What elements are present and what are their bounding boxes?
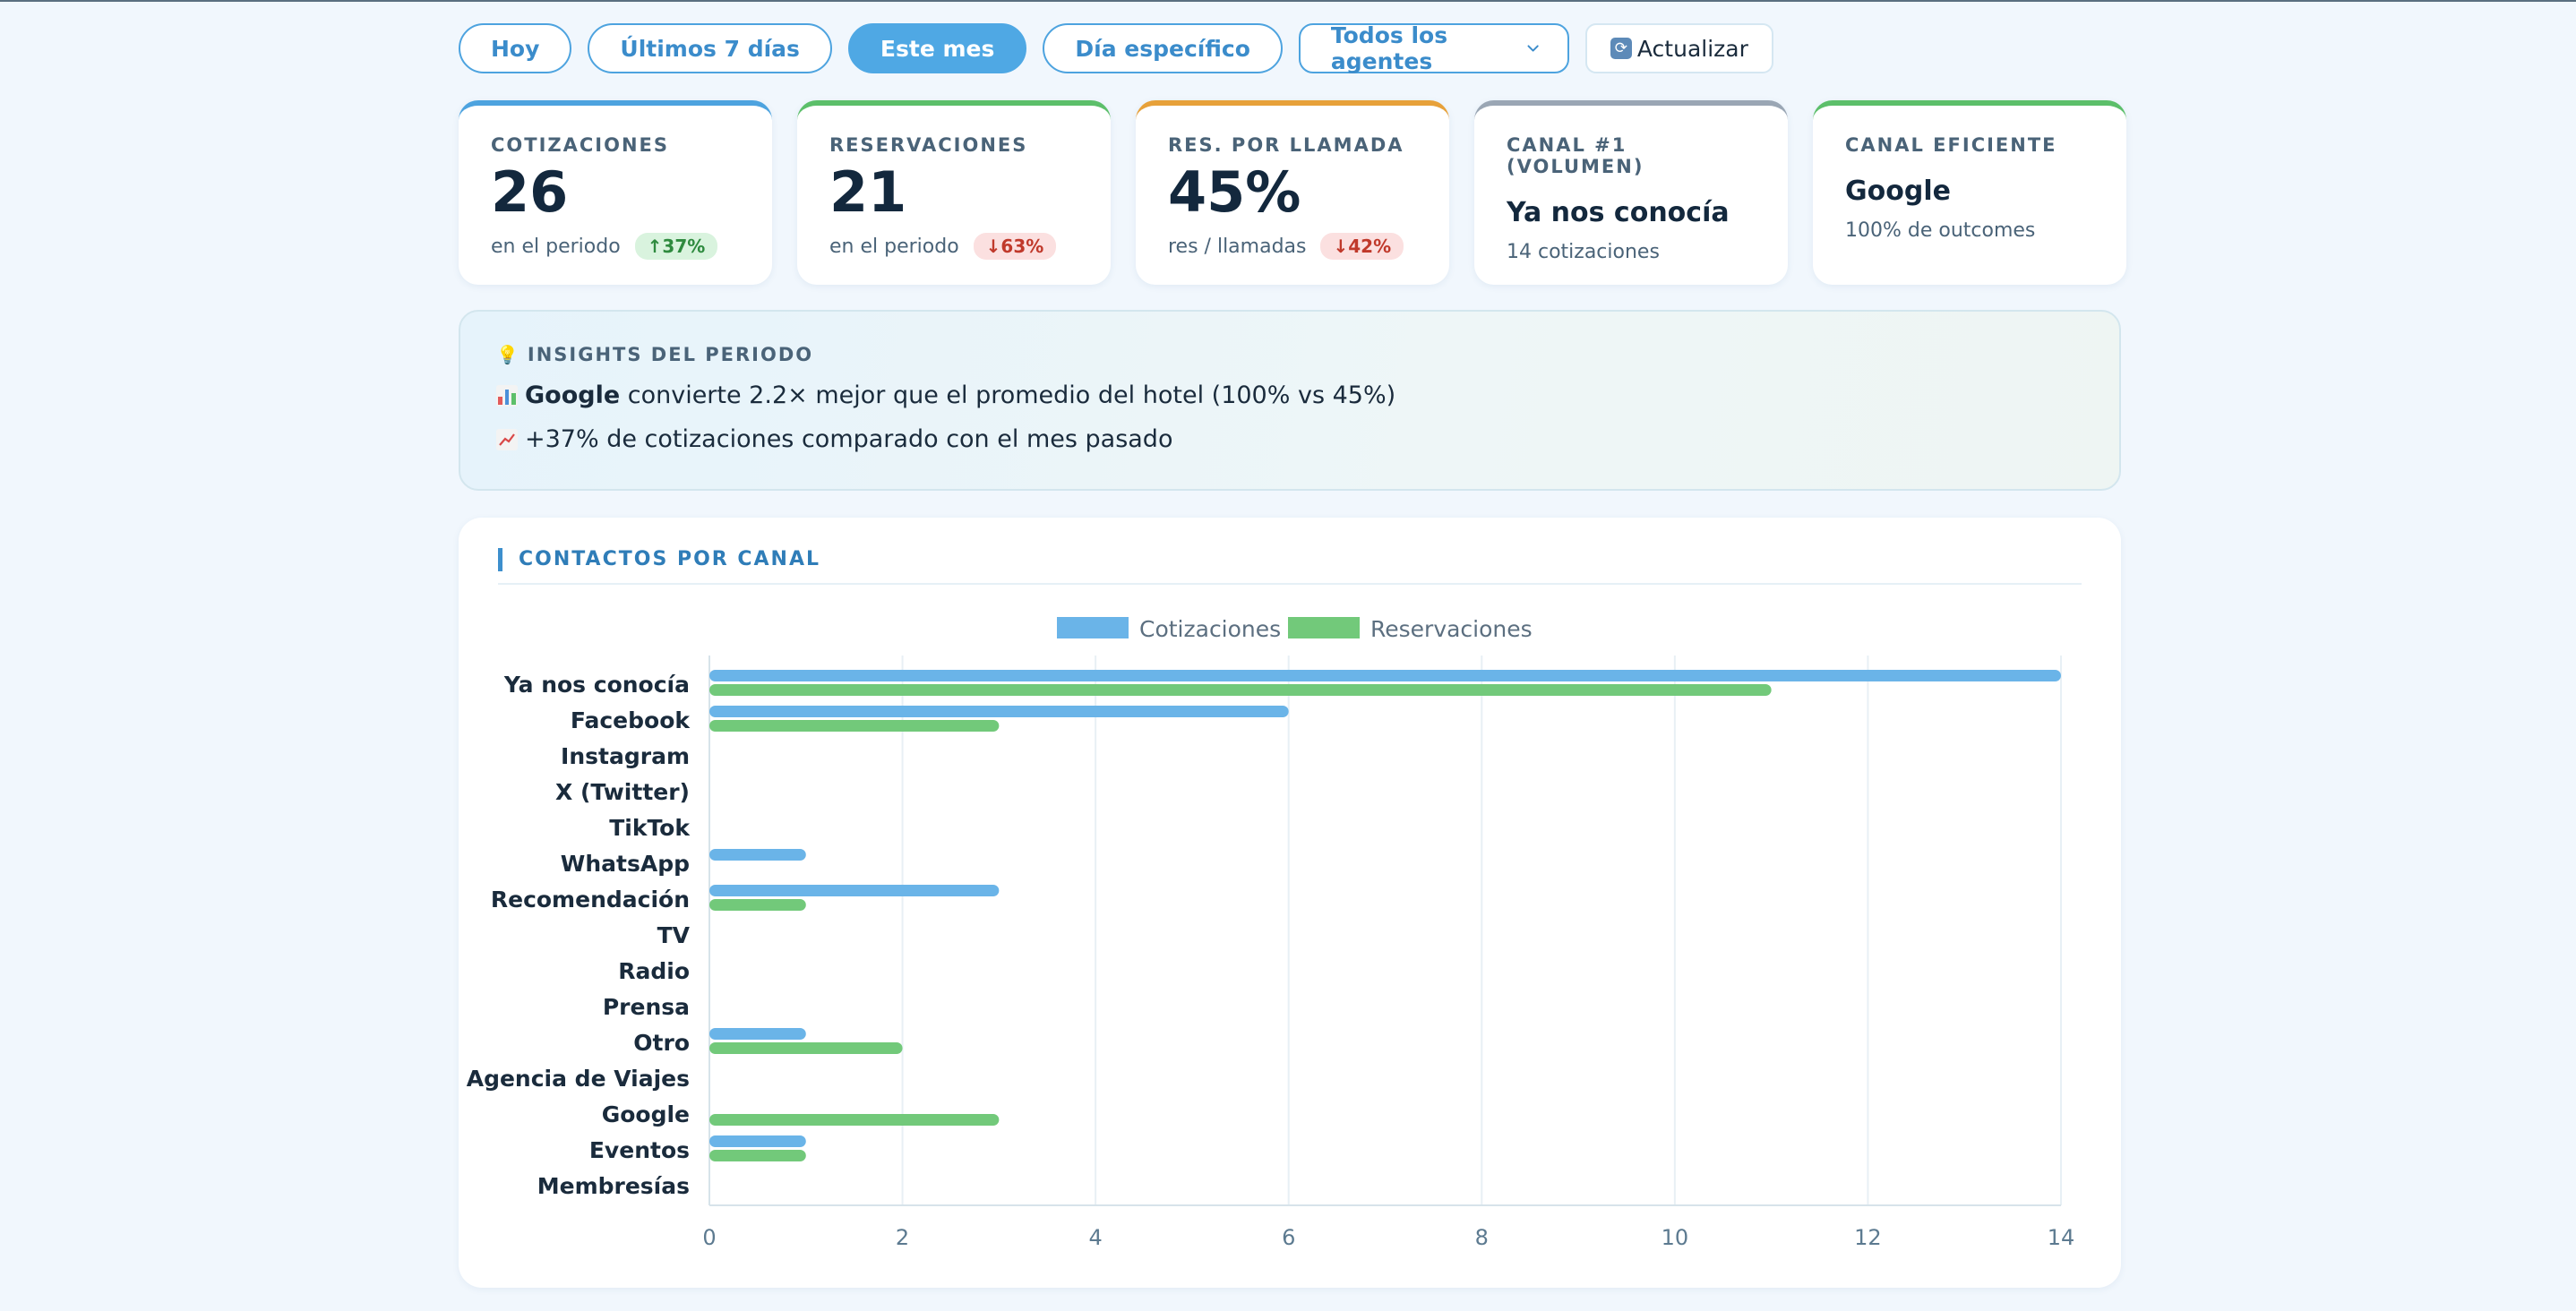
- bar-reservaciones: [709, 684, 1772, 696]
- filter-hoy-button[interactable]: Hoy: [459, 23, 572, 73]
- y-tick-label: Prensa: [603, 994, 690, 1020]
- chart-divider: [498, 583, 2082, 585]
- kpi-card-cotizaciones: COTIZACIONES 26 en el periodo ↑37%: [459, 100, 772, 285]
- insights-title: 💡 INSIGHTS DEL PERIODO: [496, 344, 2083, 365]
- bar-reservaciones: [709, 1150, 806, 1161]
- refresh-icon: ⟳: [1610, 38, 1632, 59]
- y-tick-label: Membresías: [537, 1173, 690, 1199]
- bar-cotizaciones: [709, 670, 2061, 681]
- kpi-sub: en el periodo ↑37%: [491, 233, 740, 260]
- kpi-sub-text: en el periodo: [829, 235, 959, 258]
- filter-bar: Hoy Últimos 7 días Este mes Día específi…: [459, 22, 1773, 74]
- kpi-sub: res / llamadas ↓42%: [1168, 233, 1417, 260]
- kpi-label: COTIZACIONES: [491, 134, 670, 156]
- kpi-sub-text: 14 cotizaciones: [1507, 241, 1660, 263]
- bar-reservaciones: [709, 720, 1000, 732]
- bar-reservaciones: [709, 1042, 903, 1054]
- legend-swatch: [1288, 617, 1360, 638]
- x-tick-label: 10: [1662, 1225, 1689, 1250]
- kpi-label: CANAL EFICIENTE: [1845, 134, 2057, 156]
- legend-swatch: [1057, 617, 1129, 638]
- kpi-label: CANAL #1 (VOLUMEN): [1507, 134, 1644, 177]
- y-tick-label: Eventos: [589, 1137, 690, 1163]
- kpi-card-canal-volumen: CANAL #1 (VOLUMEN) Ya nos conocía 14 cot…: [1474, 100, 1788, 285]
- insight-rest: convierte 2.2× mejor que el promedio del…: [620, 381, 1396, 409]
- filter-ultimos-7-dias-button[interactable]: Últimos 7 días: [588, 23, 832, 73]
- kpi-value: Ya nos conocía: [1507, 197, 1730, 228]
- x-tick-label: 8: [1475, 1225, 1489, 1250]
- trend-badge: ↓63%: [973, 233, 1057, 260]
- y-tick-label: WhatsApp: [561, 851, 690, 877]
- kpi-value: 26: [491, 159, 569, 225]
- y-tick-label: X (Twitter): [555, 779, 690, 805]
- lightbulb-icon: 💡: [496, 344, 520, 365]
- bar-reservaciones: [709, 899, 806, 911]
- insight-channel: Google: [525, 381, 621, 409]
- filter-dia-especifico-button[interactable]: Día específico: [1043, 23, 1283, 73]
- bar-cotizaciones: [709, 706, 1289, 717]
- y-tick-label: Otro: [633, 1030, 690, 1056]
- bar-cotizaciones: [709, 849, 806, 861]
- x-tick-label: 6: [1282, 1225, 1295, 1250]
- x-tick-label: 12: [1854, 1225, 1882, 1250]
- kpi-card-reservaciones: RESERVACIONES 21 en el periodo ↓63%: [797, 100, 1111, 285]
- kpi-value: 45%: [1168, 159, 1301, 225]
- x-tick-label: 14: [2048, 1225, 2075, 1250]
- y-tick-label: Agencia de Viajes: [467, 1066, 690, 1092]
- agent-select-value: Todos los agentes: [1330, 22, 1448, 74]
- kpi-row: COTIZACIONES 26 en el periodo ↑37% RESER…: [459, 100, 2126, 285]
- kpi-label: RESERVACIONES: [829, 134, 1028, 156]
- insight-item: +37% de cotizaciones comparado con el me…: [496, 425, 2083, 453]
- filter-este-mes-button[interactable]: Este mes: [847, 23, 1027, 73]
- kpi-label: RES. POR LLAMADA: [1168, 134, 1404, 156]
- x-tick-label: 2: [896, 1225, 909, 1250]
- trend-badge: ↓42%: [1320, 233, 1404, 260]
- kpi-sub-text: 100% de outcomes: [1845, 219, 2036, 242]
- kpi-card-canal-eficiente: CANAL EFICIENTE Google 100% de outcomes: [1813, 100, 2126, 285]
- kpi-sub-text: en el periodo: [491, 235, 621, 258]
- bar-cotizaciones: [709, 885, 1000, 896]
- bar-reservaciones: [709, 1114, 1000, 1126]
- x-tick-label: 0: [702, 1225, 716, 1250]
- chevron-down-icon: [1527, 45, 1539, 52]
- x-tick-label: 4: [1089, 1225, 1103, 1250]
- trend-up-icon: [496, 428, 518, 450]
- bar-chart-icon: [496, 384, 518, 407]
- kpi-sub-text: res / llamadas: [1168, 235, 1307, 258]
- refresh-label: Actualizar: [1636, 35, 1748, 62]
- insights-panel: 💡 INSIGHTS DEL PERIODO Google convierte …: [459, 310, 2121, 491]
- kpi-sub: en el periodo ↓63%: [829, 233, 1078, 260]
- insight-text: +37% de cotizaciones comparado con el me…: [525, 425, 1173, 453]
- y-tick-label: TikTok: [609, 815, 691, 841]
- y-tick-label: Facebook: [571, 707, 691, 733]
- y-tick-label: Radio: [618, 958, 690, 984]
- insight-item: Google convierte 2.2× mejor que el prome…: [496, 381, 2083, 409]
- chart-card: CONTACTOS POR CANAL 0 2 4 6 8 10 12 14 Cotizacio…: [459, 518, 2121, 1288]
- y-tick-label: Ya nos conocía: [503, 672, 690, 698]
- trend-badge: ↑37%: [634, 233, 718, 260]
- insight-text: Google convierte 2.2× mejor que el prome…: [525, 381, 1395, 409]
- bar-cotizaciones: [709, 1028, 806, 1040]
- y-tick-label: TV: [657, 922, 691, 948]
- kpi-value: 21: [829, 159, 907, 225]
- y-tick-label: Google: [602, 1101, 690, 1127]
- kpi-card-res-por-llamada: RES. POR LLAMADA 45% res / llamadas ↓42%: [1136, 100, 1449, 285]
- chart-title: CONTACTOS POR CANAL: [498, 548, 820, 571]
- insights-title-text: INSIGHTS DEL PERIODO: [527, 344, 814, 365]
- bar-cotizaciones: [709, 1135, 806, 1147]
- contacts-by-channel-chart: 0 2 4 6 8 10 12 14 Cotizaciones Reservaciones Ya n…: [467, 616, 2075, 1250]
- legend-label: Reservaciones: [1370, 616, 1533, 642]
- refresh-button[interactable]: ⟳ Actualizar: [1584, 23, 1773, 73]
- kpi-value: Google: [1845, 176, 1951, 207]
- y-tick-label: Instagram: [561, 743, 690, 769]
- y-tick-label: Recomendación: [491, 887, 690, 913]
- legend-label: Cotizaciones: [1139, 616, 1281, 642]
- agent-select[interactable]: Todos los agentes: [1298, 22, 1569, 74]
